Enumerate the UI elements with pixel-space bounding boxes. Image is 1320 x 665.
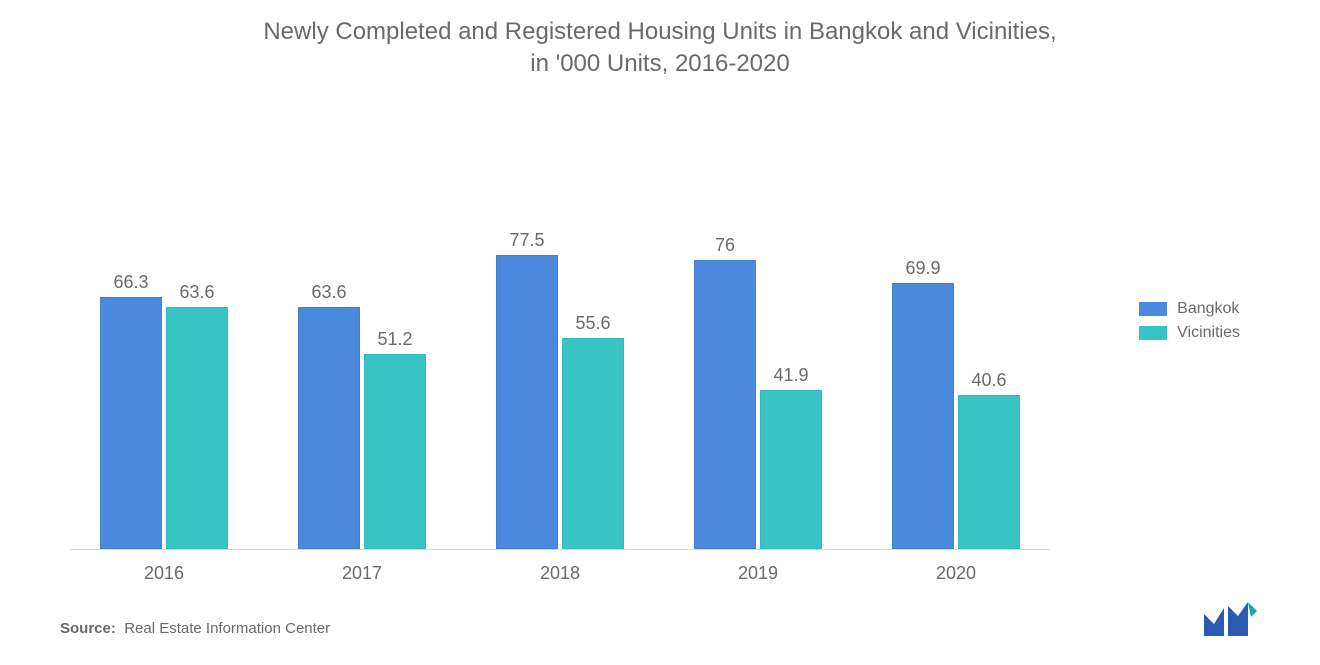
category-group-2020: 69.940.62020: [892, 283, 1020, 549]
bar-value-label: 63.6: [179, 282, 214, 303]
bar-vicinities-2017: 51.2: [364, 354, 426, 549]
bar-vicinities-2016: 63.6: [166, 307, 228, 549]
bar-value-label: 51.2: [377, 329, 412, 350]
bar-bangkok-2019: 76: [694, 260, 756, 549]
x-axis-label: 2020: [936, 563, 976, 584]
bar-value-label: 77.5: [509, 230, 544, 251]
bar-vicinities-2018: 55.6: [562, 338, 624, 549]
legend-item-vicinities: Vicinities: [1139, 324, 1240, 342]
title-line-2: in '000 Units, 2016-2020: [0, 48, 1320, 80]
category-group-2016: 66.363.62016: [100, 297, 228, 549]
title-line-1: Newly Completed and Registered Housing U…: [0, 16, 1320, 48]
bar-bangkok-2018: 77.5: [496, 255, 558, 550]
legend-swatch-vicinities: [1139, 326, 1167, 340]
x-axis-label: 2016: [144, 563, 184, 584]
bar-vicinities-2019: 41.9: [760, 390, 822, 549]
category-group-2019: 7641.92019: [694, 260, 822, 549]
bar-value-label: 76: [715, 235, 735, 256]
legend-item-bangkok: Bangkok: [1139, 300, 1240, 318]
bar-value-label: 69.9: [905, 258, 940, 279]
source-label: Source:: [60, 620, 116, 637]
bar-bangkok-2017: 63.6: [298, 307, 360, 549]
x-axis-label: 2017: [342, 563, 382, 584]
legend-label-bangkok: Bangkok: [1177, 300, 1239, 318]
bar-value-label: 63.6: [311, 282, 346, 303]
plot-area: 66.363.6201663.651.2201777.555.620187641…: [70, 170, 1050, 550]
mordor-logo-icon: [1202, 602, 1266, 643]
bar-bangkok-2020: 69.9: [892, 283, 954, 549]
bar-bangkok-2016: 66.3: [100, 297, 162, 549]
bar-value-label: 41.9: [773, 365, 808, 386]
category-group-2017: 63.651.22017: [298, 307, 426, 549]
chart-container: Newly Completed and Registered Housing U…: [0, 0, 1320, 665]
source-attribution: Source: Real Estate Information Center: [60, 620, 330, 637]
category-group-2018: 77.555.62018: [496, 255, 624, 550]
source-text: Real Estate Information Center: [124, 620, 330, 637]
bar-value-label: 55.6: [575, 313, 610, 334]
bar-value-label: 66.3: [113, 272, 148, 293]
bar-value-label: 40.6: [971, 370, 1006, 391]
bar-vicinities-2020: 40.6: [958, 395, 1020, 549]
legend-label-vicinities: Vicinities: [1177, 324, 1240, 342]
chart-title: Newly Completed and Registered Housing U…: [0, 0, 1320, 81]
legend: Bangkok Vicinities: [1139, 300, 1240, 342]
x-axis-label: 2018: [540, 563, 580, 584]
legend-swatch-bangkok: [1139, 302, 1167, 316]
x-axis-label: 2019: [738, 563, 778, 584]
